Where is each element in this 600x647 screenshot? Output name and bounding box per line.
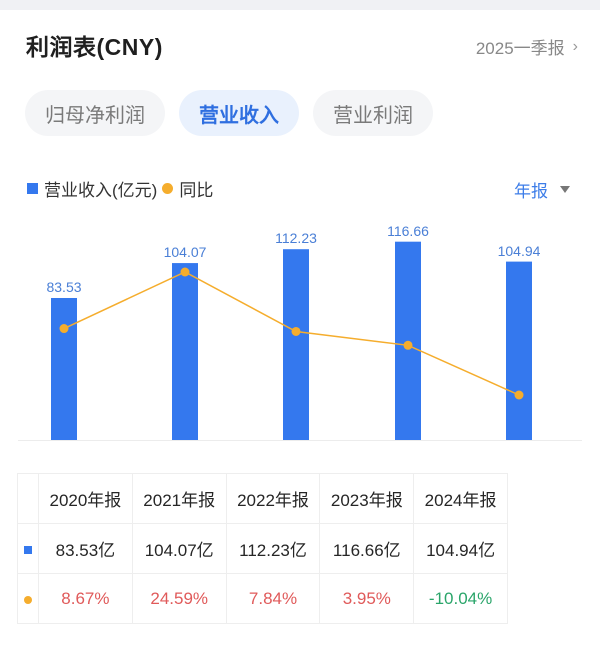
tab-operating-profit[interactable]: 营业利润 — [313, 90, 433, 136]
tab-revenue[interactable]: 营业收入 — [179, 90, 299, 136]
bar-series-icon — [24, 545, 32, 554]
revenue-bar[interactable] — [172, 263, 198, 440]
revenue-chart: 83.53 104.07 112.23 116.66 104.94 — [0, 220, 600, 450]
yoy-point[interactable] — [59, 324, 69, 334]
table-header: 2023年报 — [319, 473, 415, 524]
period-selector[interactable]: 2025一季报 › — [476, 34, 578, 59]
bar-legend-icon — [27, 183, 38, 194]
table-header-row: 2020年报 2021年报 2022年报 2023年报 2024年报 — [17, 473, 508, 524]
yoy-point[interactable] — [291, 326, 301, 336]
data-table: 2020年报 2021年报 2022年报 2023年报 2024年报 83.53… — [17, 473, 508, 624]
bar-value-label: 112.23 — [275, 230, 317, 247]
bar-legend-label: 营业收入(亿元) — [44, 181, 158, 200]
yoy-point[interactable] — [514, 390, 524, 400]
caret-down-icon — [560, 186, 570, 193]
revenue-bar[interactable] — [51, 297, 77, 440]
line-series-icon — [24, 595, 32, 604]
chart-canvas — [18, 241, 582, 441]
table-row-yoy: 8.67% 24.59% 7.84% 3.95% -10.04% — [17, 573, 508, 624]
page-title: 利润表(CNY) — [26, 34, 163, 60]
table-cell: 104.94亿 — [413, 523, 508, 574]
bar-value-label: 104.07 — [163, 244, 207, 261]
table-cell: 116.66亿 — [319, 523, 415, 574]
yoy-point[interactable] — [180, 267, 190, 277]
table-cell: 24.59% — [131, 573, 227, 624]
chevron-right-icon: › — [572, 37, 578, 55]
tab-net-profit[interactable]: 归母净利润 — [25, 90, 165, 136]
frequency-label: 年报 — [514, 182, 548, 201]
table-corner — [17, 473, 39, 524]
table-cell: 7.84% — [225, 573, 321, 624]
table-cell: 112.23亿 — [225, 523, 321, 574]
yoy-point[interactable] — [403, 340, 413, 350]
bar-value-label: 116.66 — [387, 222, 429, 239]
table-cell: 104.07亿 — [131, 523, 227, 574]
table-header: 2024年报 — [413, 473, 508, 524]
table-header: 2021年报 — [131, 473, 227, 524]
table-cell: 3.95% — [319, 573, 415, 624]
bar-value-label: 83.53 — [46, 278, 82, 295]
top-divider — [0, 0, 600, 10]
chart-legend: 营业收入(亿元) 同比 — [27, 176, 213, 201]
table-cell: 8.67% — [38, 573, 133, 624]
revenue-bar[interactable] — [506, 261, 532, 440]
yoy-row-marker — [17, 573, 39, 624]
bar-value-label: 104.94 — [497, 242, 541, 259]
metric-tabs: 归母净利润 营业收入 营业利润 — [25, 90, 433, 136]
revenue-bar[interactable] — [283, 249, 309, 440]
revenue-row-marker — [17, 523, 39, 574]
period-label: 2025一季报 — [475, 39, 565, 58]
table-header: 2022年报 — [225, 473, 321, 524]
table-cell: -10.04% — [413, 573, 508, 624]
line-legend-label: 同比 — [179, 181, 214, 200]
table-row-revenue: 83.53亿 104.07亿 112.23亿 116.66亿 104.94亿 — [17, 523, 508, 574]
line-legend-icon — [162, 183, 174, 194]
table-header: 2020年报 — [38, 473, 133, 524]
table-cell: 83.53亿 — [38, 523, 133, 574]
frequency-dropdown[interactable]: 年报 — [514, 177, 570, 202]
